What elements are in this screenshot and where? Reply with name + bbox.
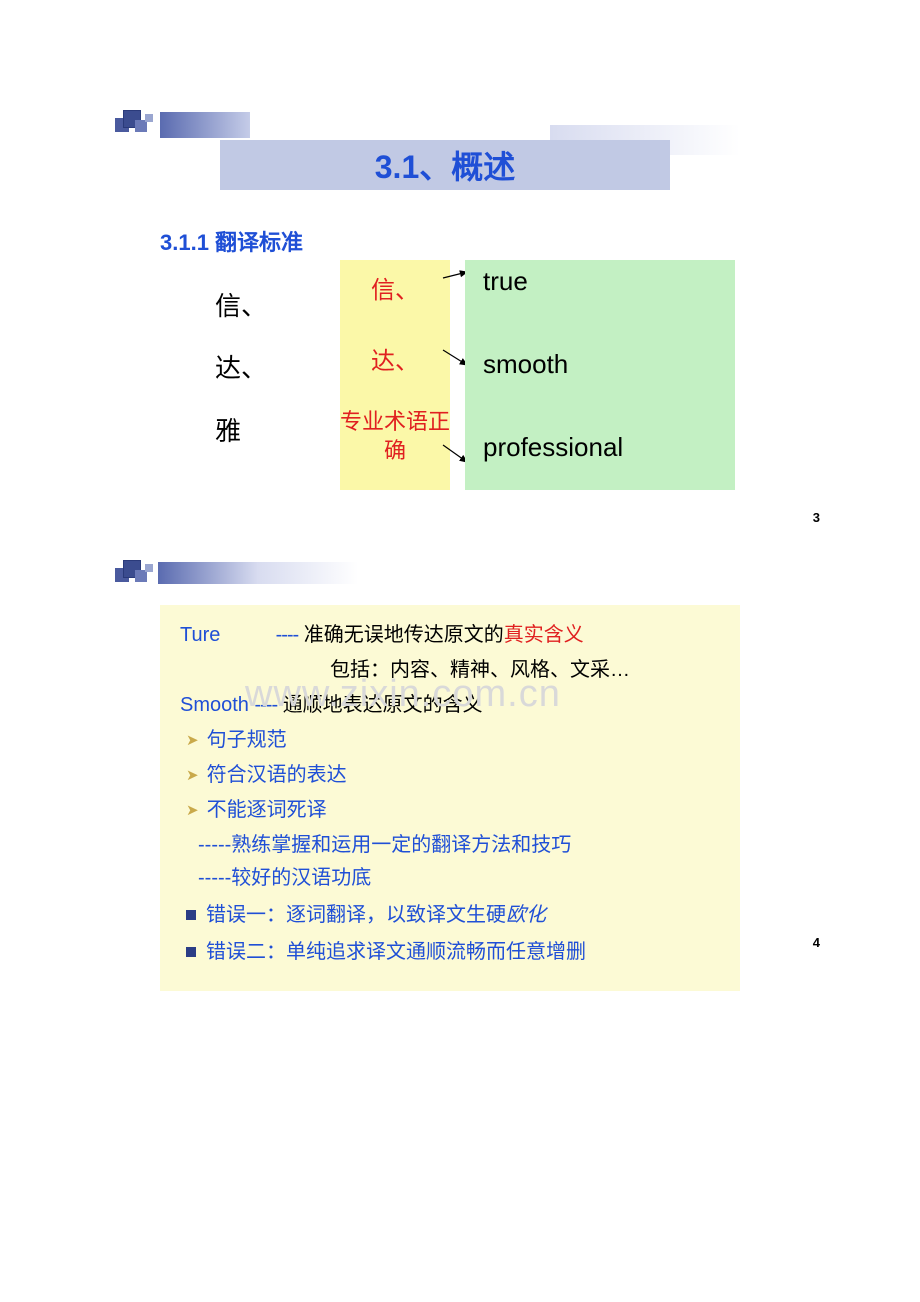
right-item: professional [483,432,735,463]
diagram-right-column: true smooth professional [465,260,735,490]
decor-sq [145,564,153,572]
square-bullet-icon [186,910,196,920]
line-true: Ture ---- 准确无误地传达原文的真实含义 [180,619,720,652]
true-desc-b: 真实含义 [504,624,584,646]
arrow-bullet-item: ➤ 符合汉语的表达 [186,759,720,792]
content-panel: www.zixin.com.cn Ture ---- 准确无误地传达原文的真实含… [160,605,740,991]
square-bullet-item: 错误二：单纯追求译文通顺流畅而任意增删 [186,936,720,969]
page-number: 4 [813,935,820,950]
slide-1: 3.1、概述 3.1.1 翻译标准 信、 达、 雅 信、 达、 专业术语正确 t… [120,100,770,530]
sub-dash-item: -----熟练掌握和运用一定的翻译方法和技巧 [198,829,720,862]
diagram-left-column: 信、 达、 雅 [215,275,285,462]
mid-item: 专业术语正确 [340,408,450,465]
slide-subtitle: 3.1.1 翻译标准 [160,225,303,257]
right-item: smooth [483,349,735,380]
arrow-bullet-item: ➤ 句子规范 [186,724,720,757]
decor-gradient-bar [158,562,358,584]
label-smooth: Smooth [180,694,254,716]
chevron-right-icon: ➤ [186,767,199,784]
mid-item: 信、 [340,270,450,305]
right-item: true [483,266,735,297]
slide-title: 3.1、概述 [375,142,516,188]
line-smooth: Smooth ---- 通顺地表达原文的含义 [180,689,720,722]
decor-gradient-bar [160,112,250,138]
diagram-mid-column: 信、 达、 专业术语正确 [340,260,450,490]
translation-standard-diagram: 信、 达、 雅 信、 达、 专业术语正确 true smooth profess… [205,260,745,490]
label-true: Ture [180,619,270,652]
sq-text-b: 错误二：单纯追求译文通顺流畅而任意增删 [206,941,586,963]
square-bullet-item: 错误一：逐词翻译，以致译文生硬欧化 [186,899,720,932]
bullet-text: 句子规范 [207,729,287,751]
slide-2: www.zixin.com.cn Ture ---- 准确无误地传达原文的真实含… [120,550,770,970]
dash: ---- [276,624,299,646]
page-number: 3 [813,510,820,525]
left-item: 达、 [215,337,285,399]
sq-text-a: 错误一：逐词翻译，以致译文生硬 [206,904,506,926]
title-bar: 3.1、概述 [220,140,670,190]
dash: ---- [254,694,277,716]
decor-sq [145,114,153,122]
left-item: 信、 [215,275,285,337]
smooth-desc: 通顺地表达原文的含义 [277,694,483,716]
mid-item: 达、 [340,341,450,376]
chevron-right-icon: ➤ [186,732,199,749]
bullet-text: 符合汉语的表达 [207,764,347,786]
arrow-bullet-item: ➤ 不能逐词死译 [186,794,720,827]
chevron-right-icon: ➤ [186,802,199,819]
true-desc-a: 准确无误地传达原文的 [304,624,504,646]
square-bullet-icon [186,947,196,957]
bullet-text: 不能逐词死译 [207,799,327,821]
left-item: 雅 [215,400,285,462]
sq-text-a-ital: 欧化 [506,904,546,926]
line-true-sub: 包括：内容、精神、风格、文采… [330,654,720,687]
sub-dash-item: -----较好的汉语功底 [198,862,720,895]
